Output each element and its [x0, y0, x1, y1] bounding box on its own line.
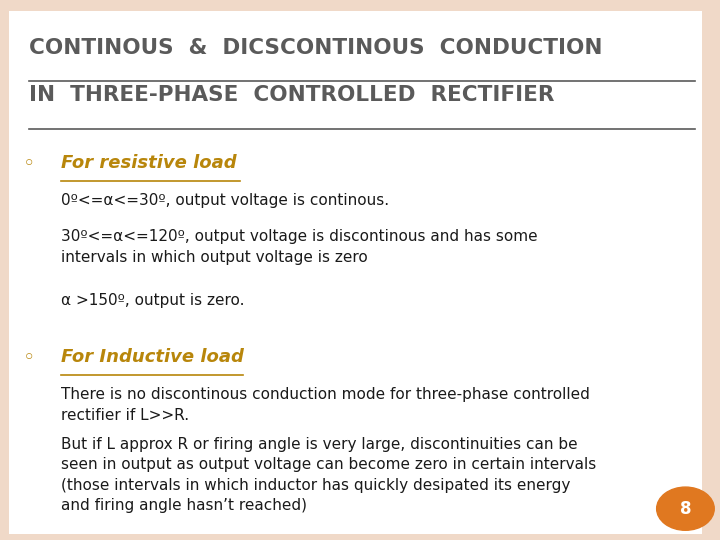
Text: For Inductive load: For Inductive load: [61, 348, 244, 366]
Text: 0º<=α<=30º, output voltage is continous.: 0º<=α<=30º, output voltage is continous.: [61, 193, 390, 208]
Text: 8: 8: [680, 500, 691, 518]
Text: α >150º, output is zero.: α >150º, output is zero.: [61, 293, 245, 308]
Text: ◦: ◦: [23, 154, 35, 174]
Text: 30º<=α<=120º, output voltage is discontinous and has some
intervals in which out: 30º<=α<=120º, output voltage is disconti…: [61, 230, 538, 265]
Text: But if L approx R or firing angle is very large, discontinuities can be
seen in : But if L approx R or firing angle is ver…: [61, 437, 596, 513]
Text: CONTINOUS  &  DICSCONTINOUS  CONDUCTION: CONTINOUS & DICSCONTINOUS CONDUCTION: [29, 38, 603, 58]
FancyBboxPatch shape: [9, 11, 702, 534]
Circle shape: [657, 487, 714, 530]
Text: There is no discontinous conduction mode for three-phase controlled
rectifier if: There is no discontinous conduction mode…: [61, 387, 590, 423]
Text: IN  THREE-PHASE  CONTROLLED  RECTIFIER: IN THREE-PHASE CONTROLLED RECTIFIER: [29, 85, 554, 105]
Text: For resistive load: For resistive load: [61, 154, 237, 172]
Text: ◦: ◦: [23, 348, 35, 368]
